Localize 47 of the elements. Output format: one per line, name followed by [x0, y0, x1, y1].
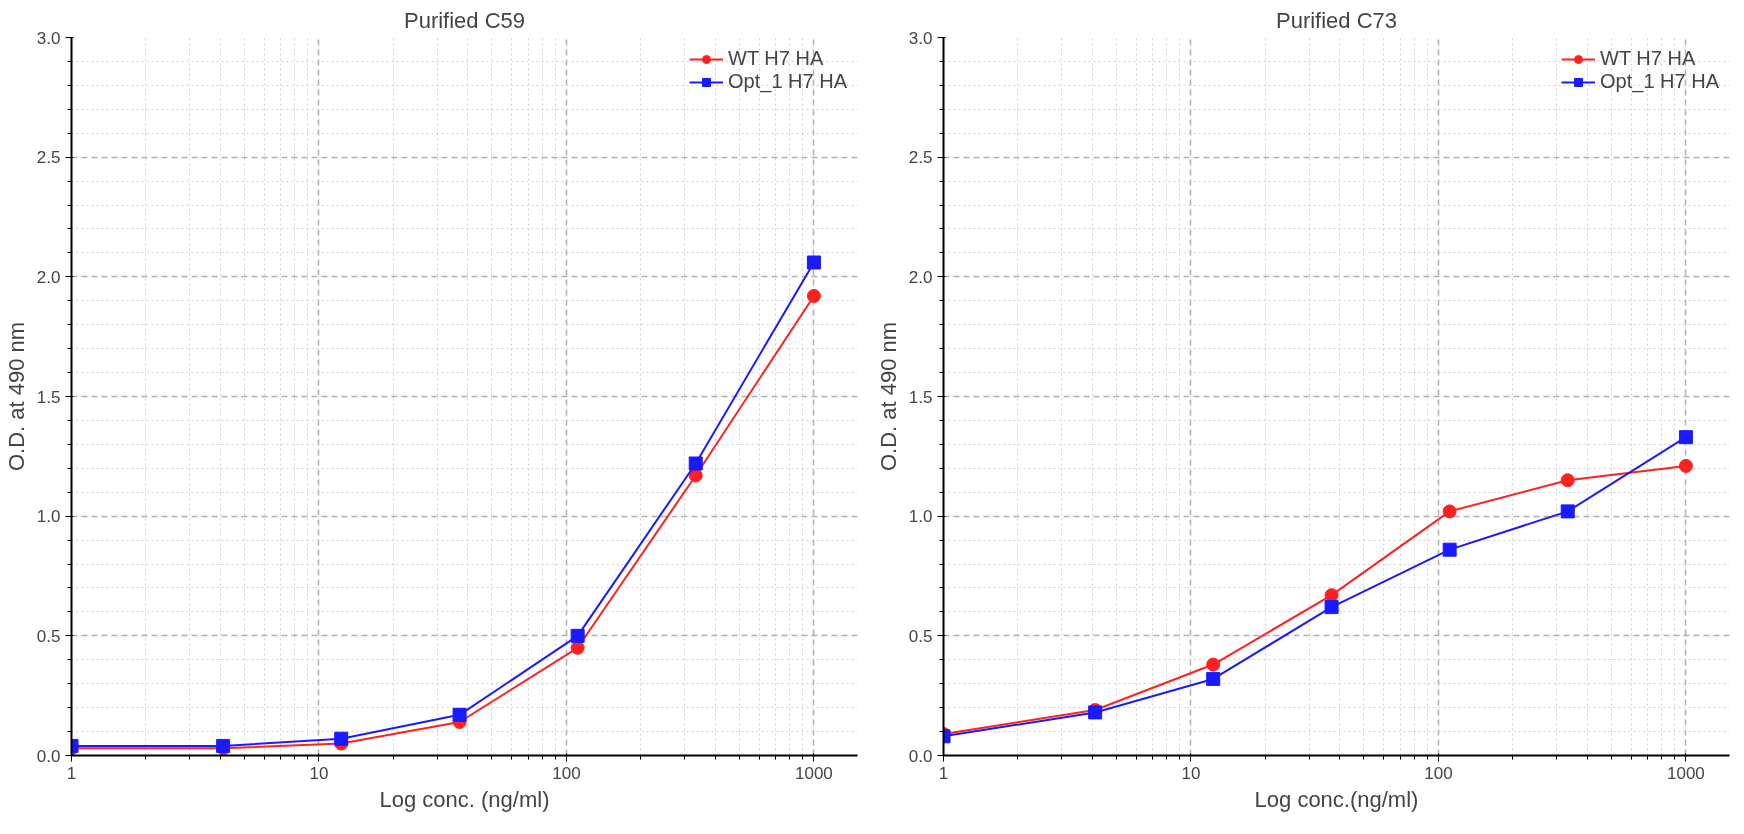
- y-tick-label: 0.5: [36, 626, 61, 646]
- legend-label: WT H7 HA: [728, 47, 824, 70]
- y-tick-label: 2.5: [908, 148, 933, 168]
- point: [452, 707, 467, 722]
- y-axis-title: O.D. at 490 nm: [875, 321, 901, 472]
- x-tick-label: 1: [938, 763, 949, 783]
- point: [806, 288, 821, 303]
- point: [1324, 600, 1339, 615]
- chart-title: Purified C73: [1275, 7, 1398, 33]
- point: [1678, 430, 1693, 445]
- x-tick-label: 10: [309, 763, 329, 783]
- chart-title: Purified C59: [403, 7, 526, 33]
- y-tick-label: 0.0: [36, 746, 61, 766]
- point: [1206, 671, 1221, 686]
- point: [1560, 473, 1575, 488]
- y-tick-label: 1.0: [908, 507, 933, 527]
- y-tick-label: 1.5: [36, 387, 61, 407]
- x-tick-label: 100: [552, 763, 581, 783]
- point: [1678, 458, 1693, 473]
- point: [688, 456, 703, 471]
- legend-label: Opt_1 H7 HA: [1600, 70, 1719, 93]
- x-tick-label: 1000: [795, 763, 833, 783]
- y-tick-label: 0.0: [908, 746, 933, 766]
- legend-label: WT H7 HA: [1600, 47, 1696, 70]
- x-tick-label: 1: [66, 763, 77, 783]
- y-tick-label: 1.5: [908, 387, 933, 407]
- point: [1442, 504, 1457, 519]
- point: [1560, 504, 1575, 519]
- x-tick-label: 1000: [1667, 763, 1705, 783]
- x-axis-title: Log conc.(ng/ml): [1254, 786, 1419, 812]
- y-tick-label: 3.0: [36, 28, 61, 48]
- x-tick-label: 10: [1181, 763, 1201, 783]
- point: [1206, 657, 1221, 672]
- y-tick-label: 2.0: [908, 267, 933, 287]
- y-tick-label: 2.0: [36, 267, 61, 287]
- x-axis-title: Log conc. (ng/ml): [379, 786, 550, 812]
- legend-label: Opt_1 H7 HA: [728, 70, 847, 93]
- y-tick-label: 0.5: [908, 626, 933, 646]
- y-tick-label: 3.0: [908, 28, 933, 48]
- point: [806, 255, 821, 270]
- point: [334, 731, 349, 746]
- y-tick-label: 1.0: [36, 507, 61, 527]
- y-axis-title: O.D. at 490 nm: [3, 321, 29, 472]
- point: [1442, 542, 1457, 557]
- y-tick-label: 2.5: [36, 148, 61, 168]
- point: [570, 628, 585, 643]
- x-tick-label: 100: [1424, 763, 1453, 783]
